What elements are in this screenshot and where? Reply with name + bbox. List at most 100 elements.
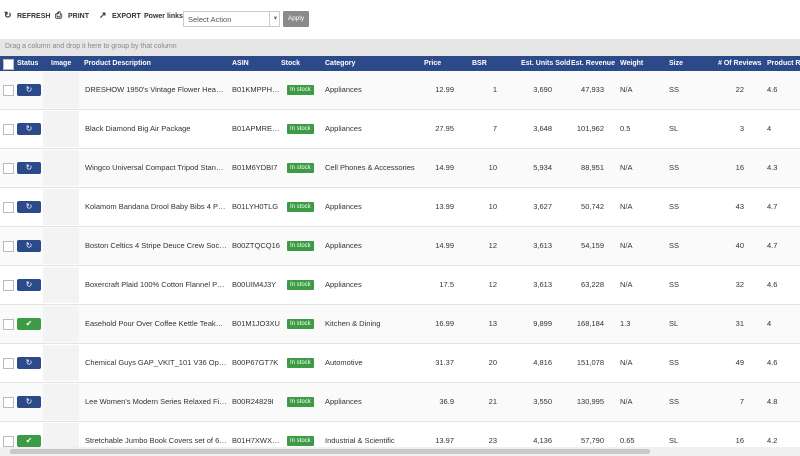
refresh-icon[interactable]: ↻ [4,10,12,20]
column-header[interactable]: Status [17,60,39,67]
row-checkbox[interactable] [3,280,14,291]
select-arrow[interactable]: ▼ [269,11,281,27]
cell: 0.5 [620,124,631,133]
status-done[interactable]: ✔ [17,435,41,447]
status-refresh[interactable]: ↻ [17,240,41,252]
cell: 12.99 [435,85,454,94]
cell: Lee Women's Modern Series Relaxed Fit Ho… [85,397,227,406]
row-checkbox[interactable] [3,202,14,213]
status-refresh[interactable]: ↻ [17,84,41,96]
column-header[interactable]: Category [325,60,356,67]
cell: 3,648 [533,124,552,133]
table-row[interactable] [0,266,800,305]
stock-badge: In stock [287,280,314,290]
table-row[interactable] [0,71,800,110]
cell: 4.6 [767,85,778,94]
product-image [43,189,79,225]
column-header[interactable]: Image [51,60,72,67]
column-header[interactable]: Product R [767,60,800,67]
refresh-button[interactable]: REFRESH [17,13,51,20]
cell: 21 [488,397,497,406]
cell: 40 [735,241,744,250]
row-checkbox[interactable] [3,163,14,174]
select-all-checkbox[interactable] [3,59,14,70]
stock-badge: In stock [287,163,314,173]
cell: Chemical Guys GAP_VKIT_101 V36 Optical G… [85,358,227,367]
cell: N/A [620,85,633,94]
cell: Easehold Pour Over Coffee Kettle Teakett… [85,319,227,328]
scroll-thumb[interactable] [10,449,650,454]
column-header[interactable]: Price [424,60,442,67]
stock-badge: In stock [287,124,314,134]
table-row[interactable] [0,149,800,188]
cell: 12 [488,241,497,250]
cell: 4 [767,319,772,328]
status-refresh[interactable]: ↻ [17,279,41,291]
cell: 13.99 [435,202,454,211]
cell: 0.65 [620,436,635,445]
cell: Boston Celtics 4 Stripe Deuce Crew Socks… [85,241,227,250]
select-box[interactable] [183,11,280,27]
column-header[interactable]: Product Description [84,60,151,67]
row-checkbox[interactable] [3,319,14,330]
cell: 49 [735,358,744,367]
cell: B00UIM4J3Y [232,280,277,289]
cell: SS [669,280,680,289]
cell: Kolamom Bandana Drool Baby Bibs 4 Pack A… [85,202,227,211]
status-refresh[interactable]: ↻ [17,162,41,174]
cell: 36.9 [439,397,454,406]
cell: 1 [492,85,497,94]
print-icon[interactable]: ⎙ [55,10,63,20]
column-header[interactable]: Size [669,60,684,67]
row-checkbox[interactable] [3,436,14,447]
status-refresh[interactable]: ↻ [17,123,41,135]
cell: 9,899 [533,319,552,328]
row-checkbox[interactable] [3,124,14,135]
row-checkbox[interactable] [3,358,14,369]
column-header[interactable]: ASIN [232,60,249,67]
column-header[interactable]: # Of Reviews [718,60,762,67]
status-refresh[interactable]: ↻ [17,201,41,213]
column-header[interactable]: BSR [472,60,487,67]
cell: DRESHOW 1950's Vintage Flower Headbands … [85,85,227,94]
table-row[interactable] [0,227,800,266]
cell: 5,934 [533,163,552,172]
cell: 3,627 [533,202,552,211]
power-links-label: Power links: [144,13,186,20]
cell: 4.7 [767,241,778,250]
status-refresh[interactable]: ↻ [17,357,41,369]
table-row[interactable] [0,383,800,422]
cell: SL [669,319,679,328]
apply-button[interactable]: Apply [283,11,309,27]
cell: 13 [488,319,497,328]
column-header[interactable]: Est. Revenue [571,60,615,67]
export-icon[interactable]: ↗ [99,10,107,20]
row-checkbox[interactable] [3,397,14,408]
cell: 14.99 [435,163,454,172]
table-row[interactable] [0,344,800,383]
cell: 54,159 [581,241,604,250]
select-text[interactable]: Select Action [188,15,232,24]
print-button[interactable]: PRINT [68,13,89,20]
cell: 3,613 [533,241,552,250]
cell: 22 [735,85,744,94]
export-button[interactable]: EXPORT [112,13,141,20]
table-row[interactable] [0,188,800,227]
row-checkbox[interactable] [3,241,14,252]
column-header[interactable]: Weight [620,60,644,67]
cell: 47,933 [581,85,604,94]
cell: 13.97 [435,436,454,445]
row-checkbox[interactable] [3,85,14,96]
column-header[interactable]: Stock [281,60,301,67]
cell: Boxercraft Plaid 100% Cotton Flannel Pan… [85,280,227,289]
column-header[interactable]: Est. Units Sold [521,60,571,67]
status-done[interactable]: ✔ [17,318,41,330]
table-row[interactable] [0,305,800,344]
cell: 3 [739,124,744,133]
table-row[interactable] [0,110,800,149]
cell: Wingco Universal Compact Tripod Stand - … [85,163,227,172]
cell: 16.99 [435,319,454,328]
stock-badge: In stock [287,397,314,407]
status-refresh[interactable]: ↻ [17,396,41,408]
